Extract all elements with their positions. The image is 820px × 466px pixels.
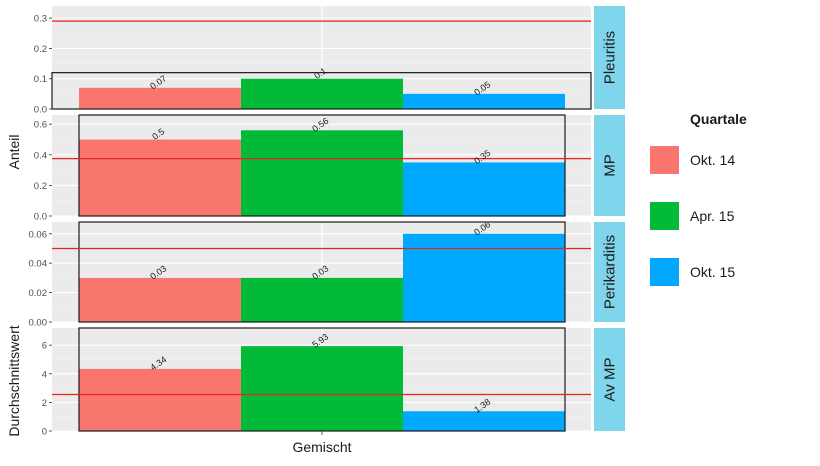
- y-tick-label: 0.0: [34, 105, 47, 116]
- y-tick-label: 2: [42, 398, 47, 409]
- legend-key: [650, 146, 679, 174]
- bar-group-outline: [78, 114, 566, 217]
- legend-label: Okt. 14: [690, 152, 735, 168]
- bar: [241, 130, 403, 216]
- y-tick-label: 0.6: [34, 120, 47, 131]
- bar: [241, 277, 403, 322]
- facet-strip-label: Perikarditis: [602, 235, 619, 309]
- bar: [403, 162, 565, 216]
- bar-group-outline: [78, 221, 566, 323]
- y-tick-label: 0.02: [29, 288, 48, 299]
- y-tick-label: 0.04: [29, 259, 48, 270]
- facet-strip-label: MP: [602, 154, 619, 177]
- bar: [241, 78, 403, 109]
- y-tick-label: 0.2: [34, 181, 47, 192]
- legend-title: Quartale: [690, 111, 747, 127]
- y-tick-label: 4: [42, 369, 47, 380]
- bar-group-outline: [51, 72, 592, 110]
- facet-strip: [594, 6, 625, 109]
- facet-strip-label: Pleuritis: [602, 31, 619, 84]
- bar: [403, 93, 565, 109]
- bar: [79, 139, 241, 216]
- legend-label: Apr. 15: [690, 208, 735, 224]
- y-tick-label: 0: [42, 427, 47, 438]
- bar: [403, 233, 565, 322]
- legend-label: Okt. 15: [690, 264, 735, 280]
- facet-strip: [594, 115, 625, 216]
- y-tick-label: 0.4: [34, 150, 47, 161]
- y-axis-title-top: Anteil: [6, 134, 22, 169]
- y-axis-title-bottom: Durchschnittswert: [6, 325, 22, 436]
- y-tick-label: 0.2: [34, 44, 47, 55]
- y-tick-label: 6: [42, 341, 47, 352]
- bar: [79, 277, 241, 322]
- y-tick-label: 0.0: [34, 212, 47, 223]
- bar: [403, 411, 565, 431]
- y-tick-label: 0.3: [34, 14, 47, 25]
- facet-strip: [594, 222, 625, 322]
- bar: [79, 87, 241, 109]
- x-axis-title: Gemischt: [292, 439, 351, 455]
- y-tick-label: 0.06: [29, 229, 48, 240]
- bar: [241, 346, 403, 431]
- facet-strip: [594, 328, 625, 431]
- y-tick-label: 0.00: [29, 318, 48, 329]
- bar: [79, 368, 241, 431]
- y-tick-label: 0.1: [34, 74, 47, 85]
- legend-key: [650, 202, 679, 230]
- facet-strip-label: Av MP: [602, 358, 619, 402]
- legend-key: [650, 258, 679, 286]
